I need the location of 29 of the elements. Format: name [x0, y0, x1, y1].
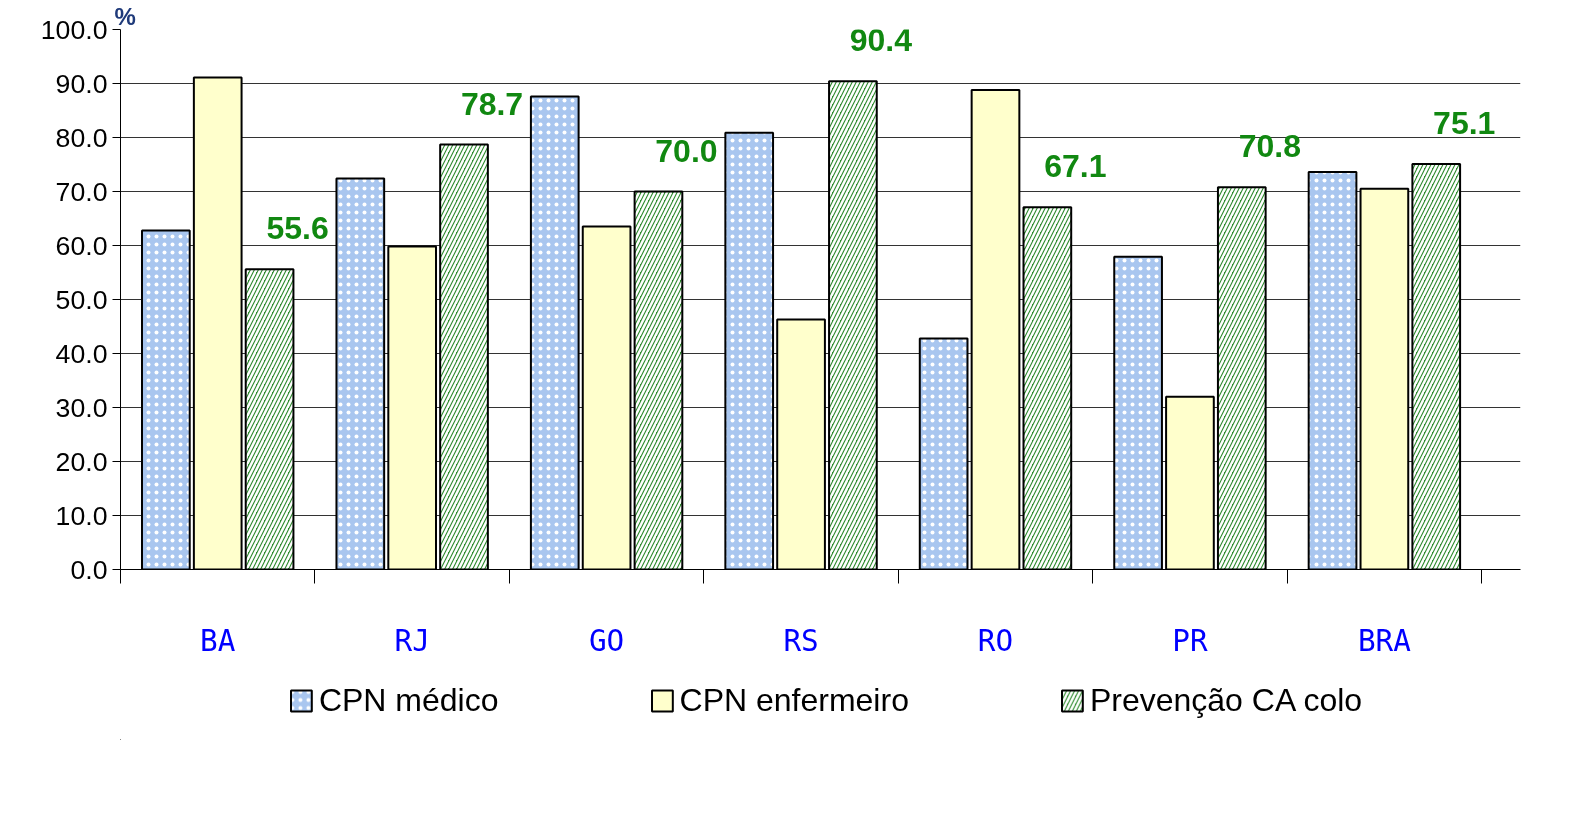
data-label: 70.8 — [1238, 128, 1301, 165]
x-tick-label: RJ — [394, 623, 430, 658]
data-label: 67.1 — [1044, 148, 1107, 185]
y-tick-label: 60.0 — [55, 230, 108, 261]
data-label: 75.1 — [1433, 104, 1496, 141]
x-tick-label: BA — [200, 623, 236, 658]
x-tick-label: BRA — [1357, 623, 1412, 658]
x-tick-label: GO — [588, 623, 625, 658]
x-tick-label: RO — [977, 623, 1014, 658]
legend-label: Prevenção CA colo — [1089, 681, 1363, 719]
x-tick-label: PR — [1172, 623, 1208, 658]
y-tick-label: 100.0 — [40, 14, 108, 45]
y-tick-label: 70.0 — [55, 176, 108, 207]
y-tick-label: 50.0 — [55, 284, 108, 315]
data-label: 90.4 — [849, 22, 913, 59]
y-axis-title: % — [114, 2, 136, 30]
data-label: 78.7 — [460, 85, 524, 122]
y-tick-label: 80.0 — [55, 122, 108, 153]
y-tick-label: 0.0 — [70, 554, 108, 585]
y-tick-label: 20.0 — [55, 446, 108, 477]
legend-label: CPN médico — [318, 681, 499, 719]
y-tick-label: 10.0 — [55, 500, 108, 531]
y-tick-label: 30.0 — [55, 392, 108, 423]
legend-label: CPN enfermeiro — [679, 681, 909, 719]
data-label: 55.6 — [266, 210, 329, 247]
data-label: 70.0 — [655, 132, 718, 169]
y-tick-label: 90.0 — [55, 68, 108, 99]
x-tick-label: RS — [783, 623, 819, 658]
y-tick-label: 40.0 — [55, 338, 108, 369]
